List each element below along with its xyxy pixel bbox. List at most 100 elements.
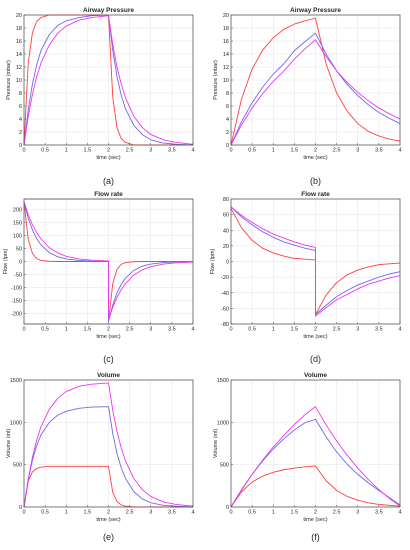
x-tick-label: 2 [107,510,110,516]
y-tick-label: 0 [226,143,229,149]
chart-title: Volume [304,372,327,379]
y-tick-label: 500 [220,463,229,469]
x-tick-label: 0.5 [41,327,49,333]
y-tick-label: 2 [226,130,229,136]
x-tick-label: 0 [229,327,232,333]
series-line-magenta [230,206,401,317]
y-tick-label: 1000 [10,420,22,426]
x-tick-label: 2.5 [333,510,341,516]
y-tick-label: 100 [13,233,22,239]
y-tick-label: 4 [19,117,22,123]
x-tick-label: 3 [149,510,152,516]
x-tick-label: 0.5 [41,510,49,516]
y-tick-label: 0 [19,260,22,266]
y-tick-label: 0 [19,143,22,149]
y-tick-label: 16 [223,39,229,45]
y-tick-label: 0 [226,505,229,511]
chart-panel-1: 0 0.5 1 1.5 2 2.5 3 3.5 4 0 2 4 6 8 10 12 14 16 18 20 Airway… [6,7,195,186]
y-axis-label: Flow (lpm) [3,249,9,275]
y-tick-label: 6 [226,104,229,110]
chart-title: Flow rate [301,191,330,198]
x-tick-label: 0 [22,510,25,516]
y-tick-label: 18 [223,26,229,32]
y-tick-label: 12 [223,65,229,71]
series-line-blue [23,406,194,508]
x-tick-label: 0 [229,510,232,516]
y-tick-label: 14 [16,52,22,58]
x-tick-label: 1.5 [84,510,92,516]
x-tick-label: 0 [229,148,232,154]
x-tick-label: 1.5 [291,327,299,333]
panel-caption: (c) [103,354,114,364]
y-tick-label: 14 [223,52,229,58]
series-line-red [230,17,401,146]
x-tick-label: 3.5 [375,510,383,516]
y-tick-label: -50 [14,273,22,279]
x-tick-label: 2 [107,148,110,154]
x-tick-label: 2.5 [126,148,134,154]
x-tick-label: 3.5 [375,327,383,333]
y-tick-label: 8 [19,91,22,97]
y-tick-label: 2 [19,130,22,136]
x-tick-label: 3 [356,510,359,516]
chart-title: Flow rate [94,191,123,198]
x-tick-label: 0.5 [41,148,49,154]
x-tick-label: 3.5 [168,510,176,516]
x-tick-label: 2 [314,510,317,516]
y-tick-label: 8 [226,91,229,97]
y-tick-label: 1000 [217,420,229,426]
x-tick-label: 1 [272,510,275,516]
x-axis-label: time (sec) [303,517,327,523]
x-tick-label: 4 [191,327,194,333]
y-tick-label: 16 [16,39,22,45]
x-tick-label: 1 [272,327,275,333]
panel-caption: (f) [311,532,320,542]
y-axis-label: Volume (ml) [6,429,12,459]
x-tick-label: 4 [398,327,401,333]
y-tick-label: -100 [11,286,22,292]
chart-panel-5: 0 0.5 1 1.5 2 2.5 3 3.5 4 0 500 1000 1500 Volume time … [6,372,195,542]
x-tick-label: 0 [22,148,25,154]
x-tick-label: 3.5 [168,148,176,154]
y-tick-label: 200 [13,207,22,213]
panel-caption: (d) [310,354,321,364]
x-tick-label: 0.5 [248,148,256,154]
y-tick-label: 0 [19,505,22,511]
x-tick-label: 2 [314,327,317,333]
y-tick-label: 1500 [217,378,229,384]
x-tick-label: 1 [272,148,275,154]
x-tick-label: 2.5 [333,148,341,154]
x-axis-label: time (sec) [303,334,327,340]
x-tick-label: 2.5 [126,327,134,333]
y-axis-label: Pressure (mbar) [213,60,219,100]
x-tick-label: 4 [398,510,401,516]
y-tick-label: -80 [221,322,229,328]
y-tick-label: 80 [223,197,229,203]
series-line-red [230,465,401,508]
x-tick-label: 3 [149,148,152,154]
series-line-magenta [230,406,401,508]
x-tick-label: 3 [356,148,359,154]
x-tick-label: 2.5 [126,510,134,516]
x-axis-label: time (sec) [96,517,120,523]
chart-panel-3: 0 0.5 1 1.5 2 2.5 3 3.5 4 -200 -150 -100 -50 0 50 100 15… [3,191,195,364]
y-tick-label: 12 [16,65,22,71]
panel-caption: (b) [310,176,321,186]
chart-title: Airway Pressure [83,7,134,14]
y-tick-label: -150 [11,299,22,305]
chart-panel-4: 0 0.5 1 1.5 2 2.5 3 3.5 4 -80 -60 -40 -20 0 20 40 60 80 Fl… [210,191,402,364]
chart-title: Airway Pressure [290,7,341,14]
y-tick-label: -40 [221,291,229,297]
x-tick-label: 2.5 [333,327,341,333]
x-tick-label: 3.5 [168,327,176,333]
chart-title: Volume [97,372,120,379]
x-tick-label: 2 [107,327,110,333]
series-line-blue [230,32,401,146]
x-tick-label: 1 [65,327,68,333]
x-tick-label: 1.5 [291,148,299,154]
y-tick-label: 150 [13,220,22,226]
y-tick-label: 20 [223,244,229,250]
y-tick-label: 500 [13,463,22,469]
panel-caption: (e) [103,532,114,542]
